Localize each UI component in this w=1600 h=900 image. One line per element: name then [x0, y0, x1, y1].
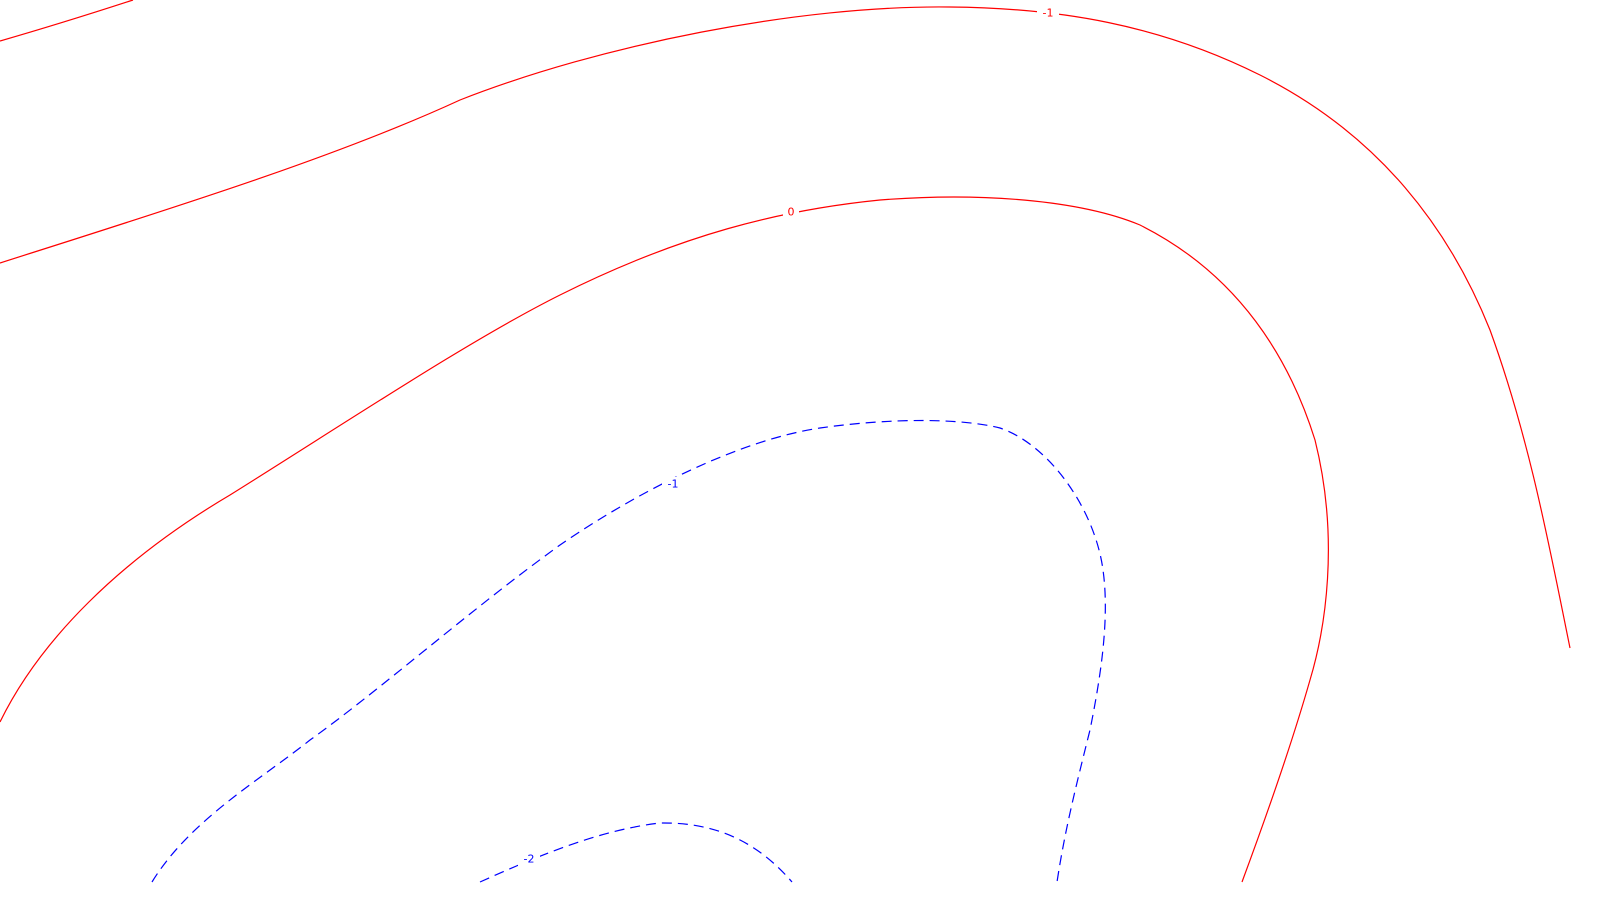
contour-label-minus-2-dashed: -2: [524, 853, 535, 866]
contour-level-minus-2-dashed: -2: [479, 822, 793, 883]
contour-line: [0, 0, 134, 42]
contour-level-0: 0: [0, 196, 1329, 883]
contour-label-minus-1-dashed: -1: [668, 478, 679, 491]
contour-level-minus-1-dashed: -1: [151, 419, 1106, 883]
contour-level-minus-1: -1: [0, 6, 1571, 649]
contour-line: [479, 822, 793, 883]
contour-level-1: [0, 0, 134, 42]
contour-line: [0, 196, 1329, 883]
contour-label-0: 0: [788, 206, 795, 219]
label-background: [1037, 6, 1059, 20]
label-background: [518, 852, 540, 866]
contour-line: [151, 419, 1106, 883]
contour-label-minus-1: -1: [1043, 7, 1054, 20]
label-background: [783, 205, 799, 219]
label-background: [662, 477, 684, 491]
